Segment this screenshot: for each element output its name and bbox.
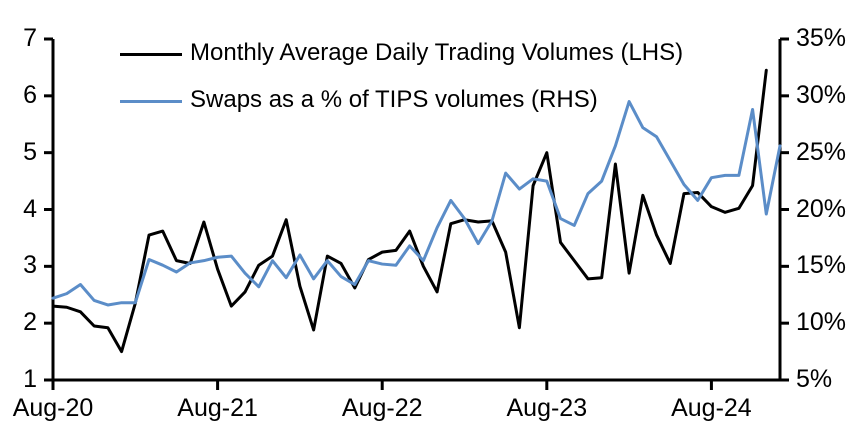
y-axis-left-tick-label: 3: [23, 251, 37, 280]
y-axis-right-tick-label: 30%: [796, 80, 847, 109]
y-axis-right-tick-label: 35%: [796, 24, 847, 52]
series-group: [51, 68, 782, 354]
y-axis-left-ticks: [44, 37, 53, 382]
x-axis-tick-label: Aug-22: [341, 394, 423, 422]
y-axis-right-ticks: [780, 37, 789, 382]
legend-swatch-swaps-percent: [120, 100, 182, 103]
y-axis-left-tick-label: 4: [23, 194, 37, 223]
y-axis-right-tick-label: 10%: [796, 308, 847, 337]
legend-label-monthly-volumes: Monthly Average Daily Trading Volumes (L…: [190, 39, 684, 66]
axes-group: [44, 37, 789, 390]
y-axis-right-tick-label: 25%: [796, 137, 847, 166]
y-axis-left-tick-label: 6: [23, 80, 37, 109]
y-axis-left-tick-label: 1: [23, 365, 37, 393]
legend-label-swaps-percent: Swaps as a % of TIPS volumes (RHS): [190, 86, 598, 113]
x-axis-tick-label: Aug-21: [177, 394, 258, 422]
y-axis-left-tick-label: 7: [23, 24, 37, 52]
x-axis-ticks: [51, 380, 713, 390]
y-axis-left-tick-label: 5: [23, 137, 37, 166]
y-axis-right-tick-label: 15%: [796, 251, 847, 280]
x-axis-tick-label: Aug-20: [12, 394, 94, 422]
series-line: [51, 68, 768, 354]
y-axis-left-tick-label: 2: [23, 308, 37, 337]
x-axis-tick-label: Aug-23: [506, 394, 588, 422]
x-axis-tick-label: Aug-24: [671, 394, 752, 422]
y-axis-right-tick-label: 5%: [796, 365, 833, 393]
legend-swatch-monthly-volumes: [120, 53, 182, 56]
y-axis-right-tick-label: 20%: [796, 194, 847, 223]
series-line: [51, 100, 782, 307]
